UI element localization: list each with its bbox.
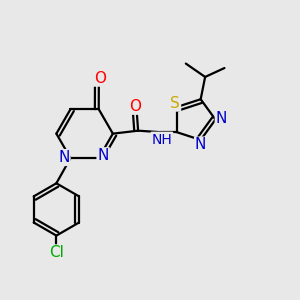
- Text: O: O: [94, 71, 106, 86]
- Text: N: N: [98, 148, 109, 163]
- Text: N: N: [216, 112, 227, 127]
- Text: S: S: [170, 96, 180, 111]
- Text: Cl: Cl: [49, 245, 64, 260]
- Text: O: O: [129, 99, 141, 114]
- Text: N: N: [195, 137, 206, 152]
- Text: N: N: [58, 150, 70, 165]
- Text: NH: NH: [152, 133, 172, 147]
